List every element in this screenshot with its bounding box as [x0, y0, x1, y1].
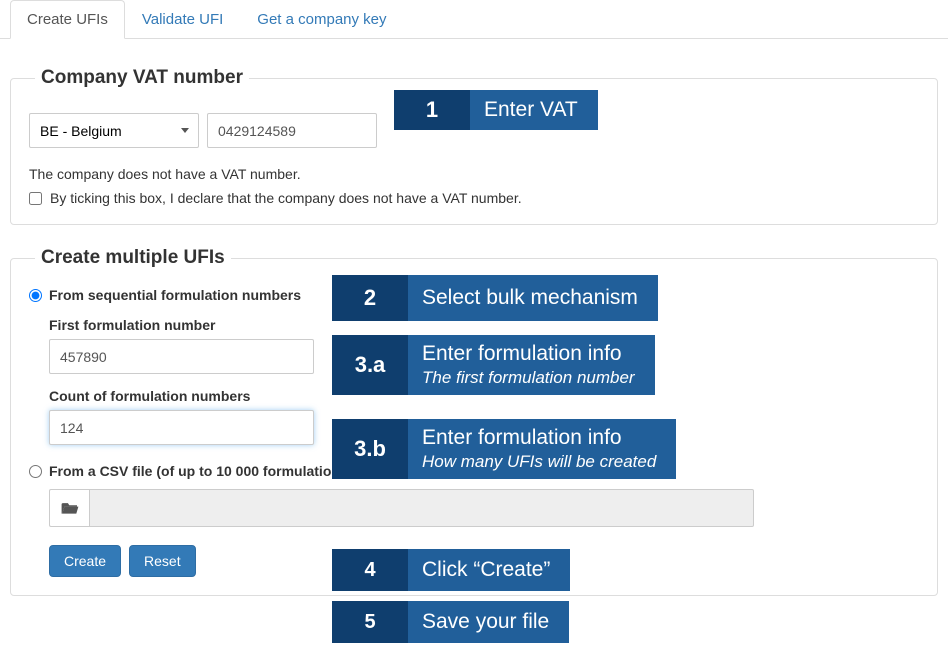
- callout-1: 1 Enter VAT: [394, 90, 840, 130]
- callout-3b-subtext: How many UFIs will be created: [422, 452, 656, 472]
- callout-3b-number: 3.b: [332, 419, 408, 479]
- callout-4: 4 Click “Create”: [332, 549, 782, 591]
- tab-create-ufis[interactable]: Create UFIs: [10, 0, 125, 39]
- radio-sequential[interactable]: [29, 289, 42, 302]
- callout-2-text: Select bulk mechanism: [408, 275, 658, 321]
- legend-company-vat: Company VAT number: [35, 67, 249, 89]
- callout-3a-number: 3.a: [332, 335, 408, 395]
- callout-3a-text: Enter formulation info The first formula…: [408, 335, 655, 395]
- radio-sequential-label: From sequential formulation numbers: [49, 287, 301, 303]
- first-number-input[interactable]: [49, 339, 314, 374]
- callout-5-text: Save your file: [408, 601, 569, 643]
- browse-file-button[interactable]: [49, 489, 89, 527]
- panel-create-ufis: Company VAT number BE - Belgium The comp…: [0, 39, 948, 596]
- callout-1-number: 1: [394, 90, 470, 130]
- callout-1-text: Enter VAT: [470, 90, 598, 130]
- radio-csv[interactable]: [29, 465, 42, 478]
- no-vat-checkbox-row[interactable]: By ticking this box, I declare that the …: [29, 190, 919, 206]
- callout-3b: 3.b Enter formulation info How many UFIs…: [332, 419, 782, 479]
- callout-3a: 3.a Enter formulation info The first for…: [332, 335, 782, 395]
- callout-3b-text: Enter formulation info How many UFIs wil…: [408, 419, 676, 479]
- create-button[interactable]: Create: [49, 545, 121, 577]
- country-select-wrap: BE - Belgium: [29, 113, 199, 148]
- callout-4-number: 4: [332, 549, 408, 591]
- no-vat-heading: The company does not have a VAT number.: [29, 166, 919, 182]
- no-vat-checkbox[interactable]: [29, 192, 42, 205]
- callout-5-number: 5: [332, 601, 408, 643]
- reset-button[interactable]: Reset: [129, 545, 196, 577]
- count-input[interactable]: [49, 410, 314, 445]
- folder-open-icon: [61, 501, 79, 515]
- vat-number-input[interactable]: [207, 113, 377, 148]
- tab-company-key[interactable]: Get a company key: [240, 0, 403, 39]
- callout-4-text: Click “Create”: [408, 549, 570, 591]
- country-select[interactable]: BE - Belgium: [29, 113, 199, 148]
- callout-2-number: 2: [332, 275, 408, 321]
- tab-bar: Create UFIs Validate UFI Get a company k…: [0, 0, 948, 39]
- callout-5: 5 Save your file: [332, 601, 782, 643]
- tab-validate-ufi[interactable]: Validate UFI: [125, 0, 240, 39]
- no-vat-checkbox-label: By ticking this box, I declare that the …: [50, 190, 522, 206]
- callout-3a-subtext: The first formulation number: [422, 368, 635, 388]
- csv-file-path: [89, 489, 754, 527]
- legend-create-multiple: Create multiple UFIs: [35, 247, 231, 269]
- csv-file-row: [49, 489, 754, 527]
- callout-2: 2 Select bulk mechanism: [332, 275, 782, 321]
